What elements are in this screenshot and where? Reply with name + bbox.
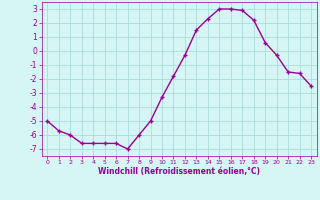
X-axis label: Windchill (Refroidissement éolien,°C): Windchill (Refroidissement éolien,°C) bbox=[98, 167, 260, 176]
